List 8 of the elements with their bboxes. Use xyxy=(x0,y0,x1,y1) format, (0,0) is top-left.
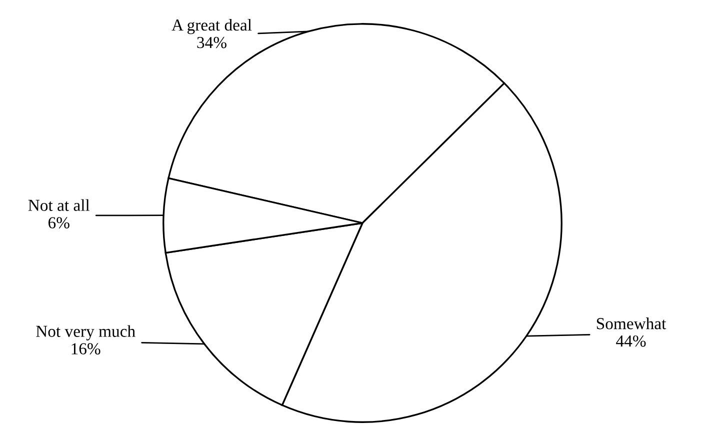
data-label: 6% xyxy=(48,217,70,228)
slice-label: A great deal xyxy=(172,18,252,34)
data-label: 16% xyxy=(72,343,100,354)
data-label: 44% xyxy=(616,335,646,347)
slice-label: Not very much xyxy=(36,325,136,340)
slice-label: Not at all xyxy=(28,199,90,211)
data-label: 34% xyxy=(197,36,226,48)
slice-label: Somewhat xyxy=(596,318,666,330)
